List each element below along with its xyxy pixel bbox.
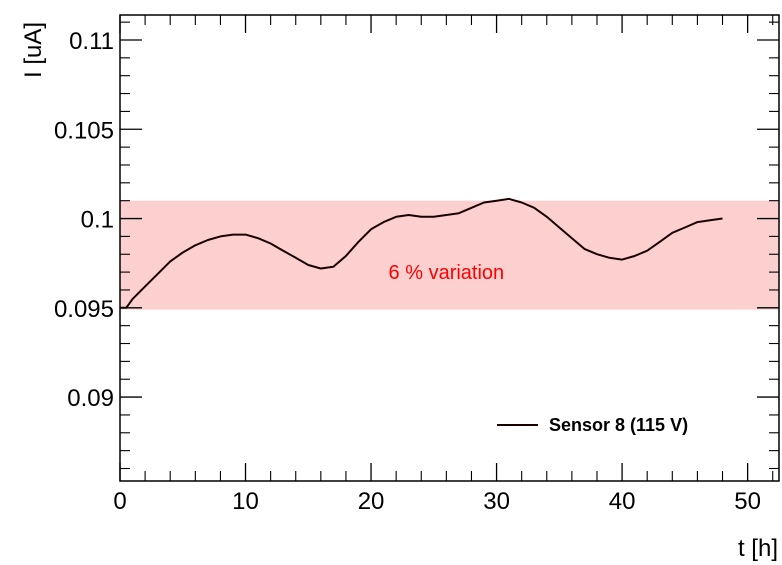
tick-labels: 0 10 20 30 40 50 0.09 0.095 0.1 0.105 0.11 [54,28,761,515]
y-tick-label: 0.105 [54,117,114,144]
y-tick-label: 0.095 [54,296,114,323]
variation-band-layer: 6 % variation [120,200,779,310]
x-tick-label: 20 [358,488,385,515]
x-tick-label: 10 [232,488,259,515]
variation-band [120,200,779,310]
y-tick-label: 0.11 [69,28,114,55]
x-tick-label: 50 [734,488,761,515]
x-tick-label: 40 [609,488,636,515]
series-layer [120,197,723,309]
series-line-sensor-8 [120,197,723,309]
plot-frame [119,14,780,482]
y-tick-label: 0.1 [81,207,114,234]
variation-band-label: 6 % variation [389,262,505,284]
legend-label-sensor-8: Sensor 8 (115 V) [549,415,688,435]
x-tick-label: 0 [113,488,126,515]
x-tick-label: 30 [483,488,510,515]
y-tick-label: 0.09 [67,385,114,412]
y-axis-title: I [uA] [20,22,47,78]
x-axis-title: t [h] [738,535,778,562]
legend: Sensor 8 (115 V) [497,415,688,435]
